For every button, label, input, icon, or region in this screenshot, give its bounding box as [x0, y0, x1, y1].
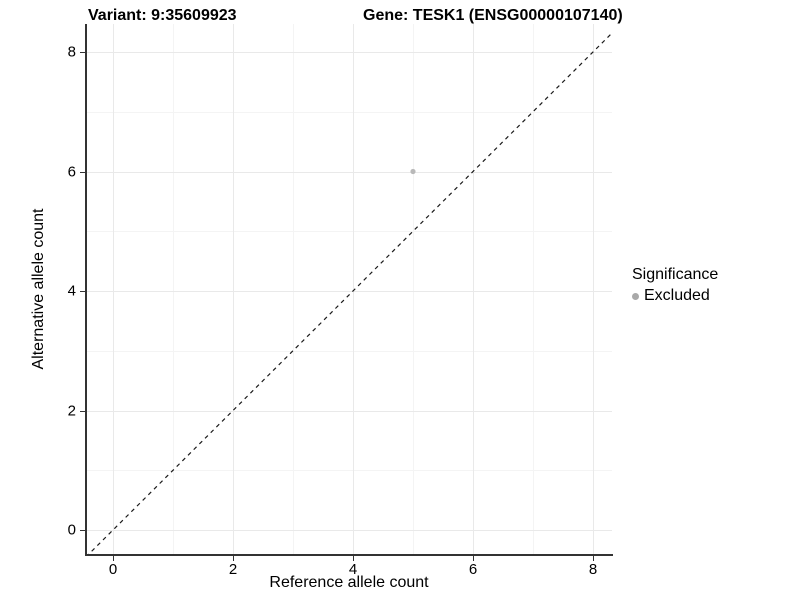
y-tick-label: 6 — [67, 163, 76, 180]
y-tick-mark — [80, 52, 85, 53]
legend-item-excluded: Excluded — [632, 287, 718, 305]
plot-title-gene: Gene: TESK1 (ENSG00000107140) — [363, 7, 623, 24]
major-gridline — [353, 24, 354, 554]
x-tick-label: 4 — [348, 561, 358, 578]
x-tick-label: 8 — [588, 561, 598, 578]
x-tick-label: 6 — [468, 561, 478, 578]
data-point — [410, 168, 416, 175]
plot-layer — [88, 32, 612, 554]
minor-gridline — [86, 351, 612, 352]
major-gridline — [473, 24, 474, 554]
x-axis-line — [85, 554, 613, 556]
x-tick-mark — [233, 556, 234, 561]
minor-gridline — [86, 470, 612, 471]
legend-item-label: Excluded — [644, 287, 710, 304]
y-tick-mark — [80, 530, 85, 531]
legend-title: Significance — [632, 266, 719, 283]
x-axis-title: Reference allele count — [269, 574, 429, 591]
x-tick-label: 2 — [228, 561, 238, 578]
y-tick-label: 0 — [67, 521, 76, 539]
identity-dashed-line — [88, 32, 612, 554]
y-tick-label: 4 — [67, 282, 76, 300]
plot-panel — [86, 24, 612, 554]
major-gridline — [113, 24, 114, 554]
minor-gridline — [173, 24, 174, 554]
major-gridline — [593, 24, 594, 554]
major-gridline — [86, 172, 612, 173]
legend-key-dot — [632, 292, 639, 300]
minor-gridline — [86, 112, 612, 113]
minor-gridline — [533, 24, 534, 554]
y-tick-label: 2 — [67, 402, 76, 419]
major-gridline — [86, 291, 612, 292]
y-tick-mark — [80, 291, 85, 292]
x-tick-mark — [593, 556, 594, 561]
major-gridline — [86, 52, 612, 53]
minor-gridline — [293, 24, 294, 554]
major-gridline — [233, 24, 234, 554]
y-axis-line — [85, 24, 87, 556]
y-tick-label: 8 — [67, 43, 76, 61]
plot-title-variant: Variant: 9:35609923 — [88, 7, 237, 24]
major-gridline — [86, 530, 612, 531]
minor-gridline — [413, 24, 414, 554]
x-tick-mark — [113, 556, 114, 561]
minor-gridline — [86, 231, 612, 232]
legend: Significance Excluded — [632, 266, 718, 305]
x-tick-label: 0 — [108, 561, 118, 578]
x-tick-mark — [353, 556, 354, 561]
major-gridline — [86, 411, 612, 412]
x-tick-mark — [473, 556, 474, 561]
y-axis-title: Alternative allele count — [30, 208, 47, 370]
y-tick-mark — [80, 172, 85, 173]
y-tick-mark — [80, 411, 85, 412]
